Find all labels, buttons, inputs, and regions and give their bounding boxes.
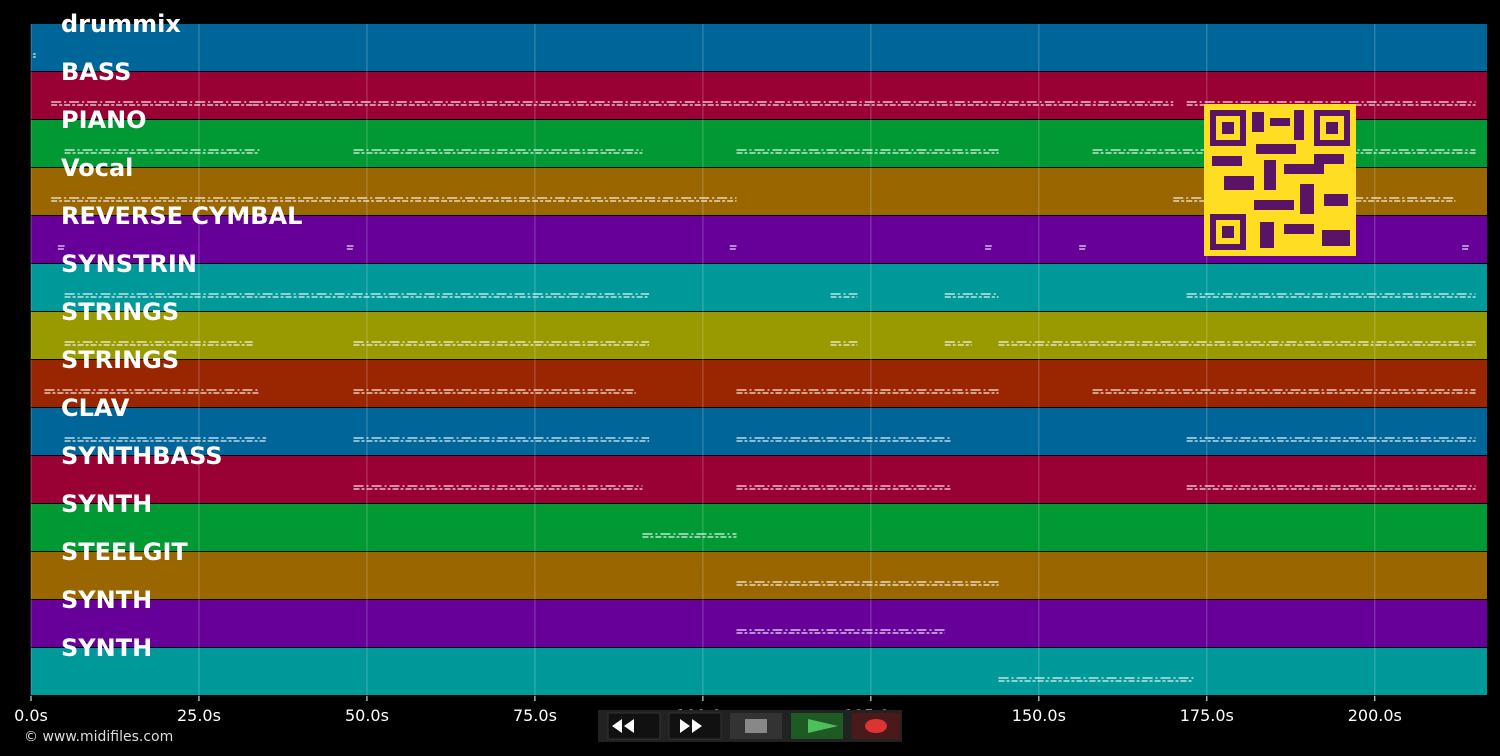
track-name: SYNSTRIN — [61, 250, 197, 278]
track-name: SYNTH — [61, 634, 152, 662]
track-name: Vocal — [61, 154, 133, 182]
track-name: PIANO — [61, 106, 147, 134]
track-name: REVERSE CYMBAL — [61, 202, 302, 230]
track-lane — [31, 24, 1487, 71]
track-lane — [31, 600, 1487, 647]
track-name: SYNTHBASS — [61, 442, 223, 470]
track-name: SYNTH — [61, 586, 152, 614]
x-tick-label: 200.0s — [1348, 706, 1402, 725]
track-lane — [31, 408, 1487, 455]
track-name: STRINGS — [61, 346, 179, 374]
track-lane — [31, 360, 1487, 407]
x-tick-label: 175.0s — [1180, 706, 1234, 725]
copyright: © www.midifiles.com — [24, 729, 173, 745]
stop-button[interactable] — [730, 713, 782, 739]
track-name: STRINGS — [61, 298, 179, 326]
track-name: SYNTH — [61, 490, 152, 518]
labels: drummix BASS PIANO Vocal REVERSE CYMBAL SYNST… — [61, 10, 302, 662]
x-tick-label: 0.0s — [14, 706, 48, 725]
rewind-button[interactable] — [607, 712, 661, 740]
track-lane — [31, 312, 1487, 359]
track-lane — [31, 552, 1487, 599]
qr-code — [1204, 104, 1356, 256]
track-lane — [31, 264, 1487, 311]
x-tick-label: 150.0s — [1012, 706, 1066, 725]
x-tick-label: 75.0s — [513, 706, 557, 725]
record-button[interactable] — [852, 713, 900, 739]
track-name: CLAV — [61, 394, 130, 422]
play-button[interactable] — [791, 713, 843, 739]
x-tick-label: 25.0s — [177, 706, 221, 725]
transport-controls — [598, 710, 902, 742]
track-lane — [31, 648, 1487, 695]
track-lane — [31, 456, 1487, 503]
forward-button[interactable] — [668, 712, 722, 740]
track-name: STEELGIT — [61, 538, 188, 566]
track-lane — [31, 504, 1487, 551]
x-tick-label: 50.0s — [345, 706, 389, 725]
track-name: BASS — [61, 58, 131, 86]
track-name: drummix — [61, 10, 181, 38]
